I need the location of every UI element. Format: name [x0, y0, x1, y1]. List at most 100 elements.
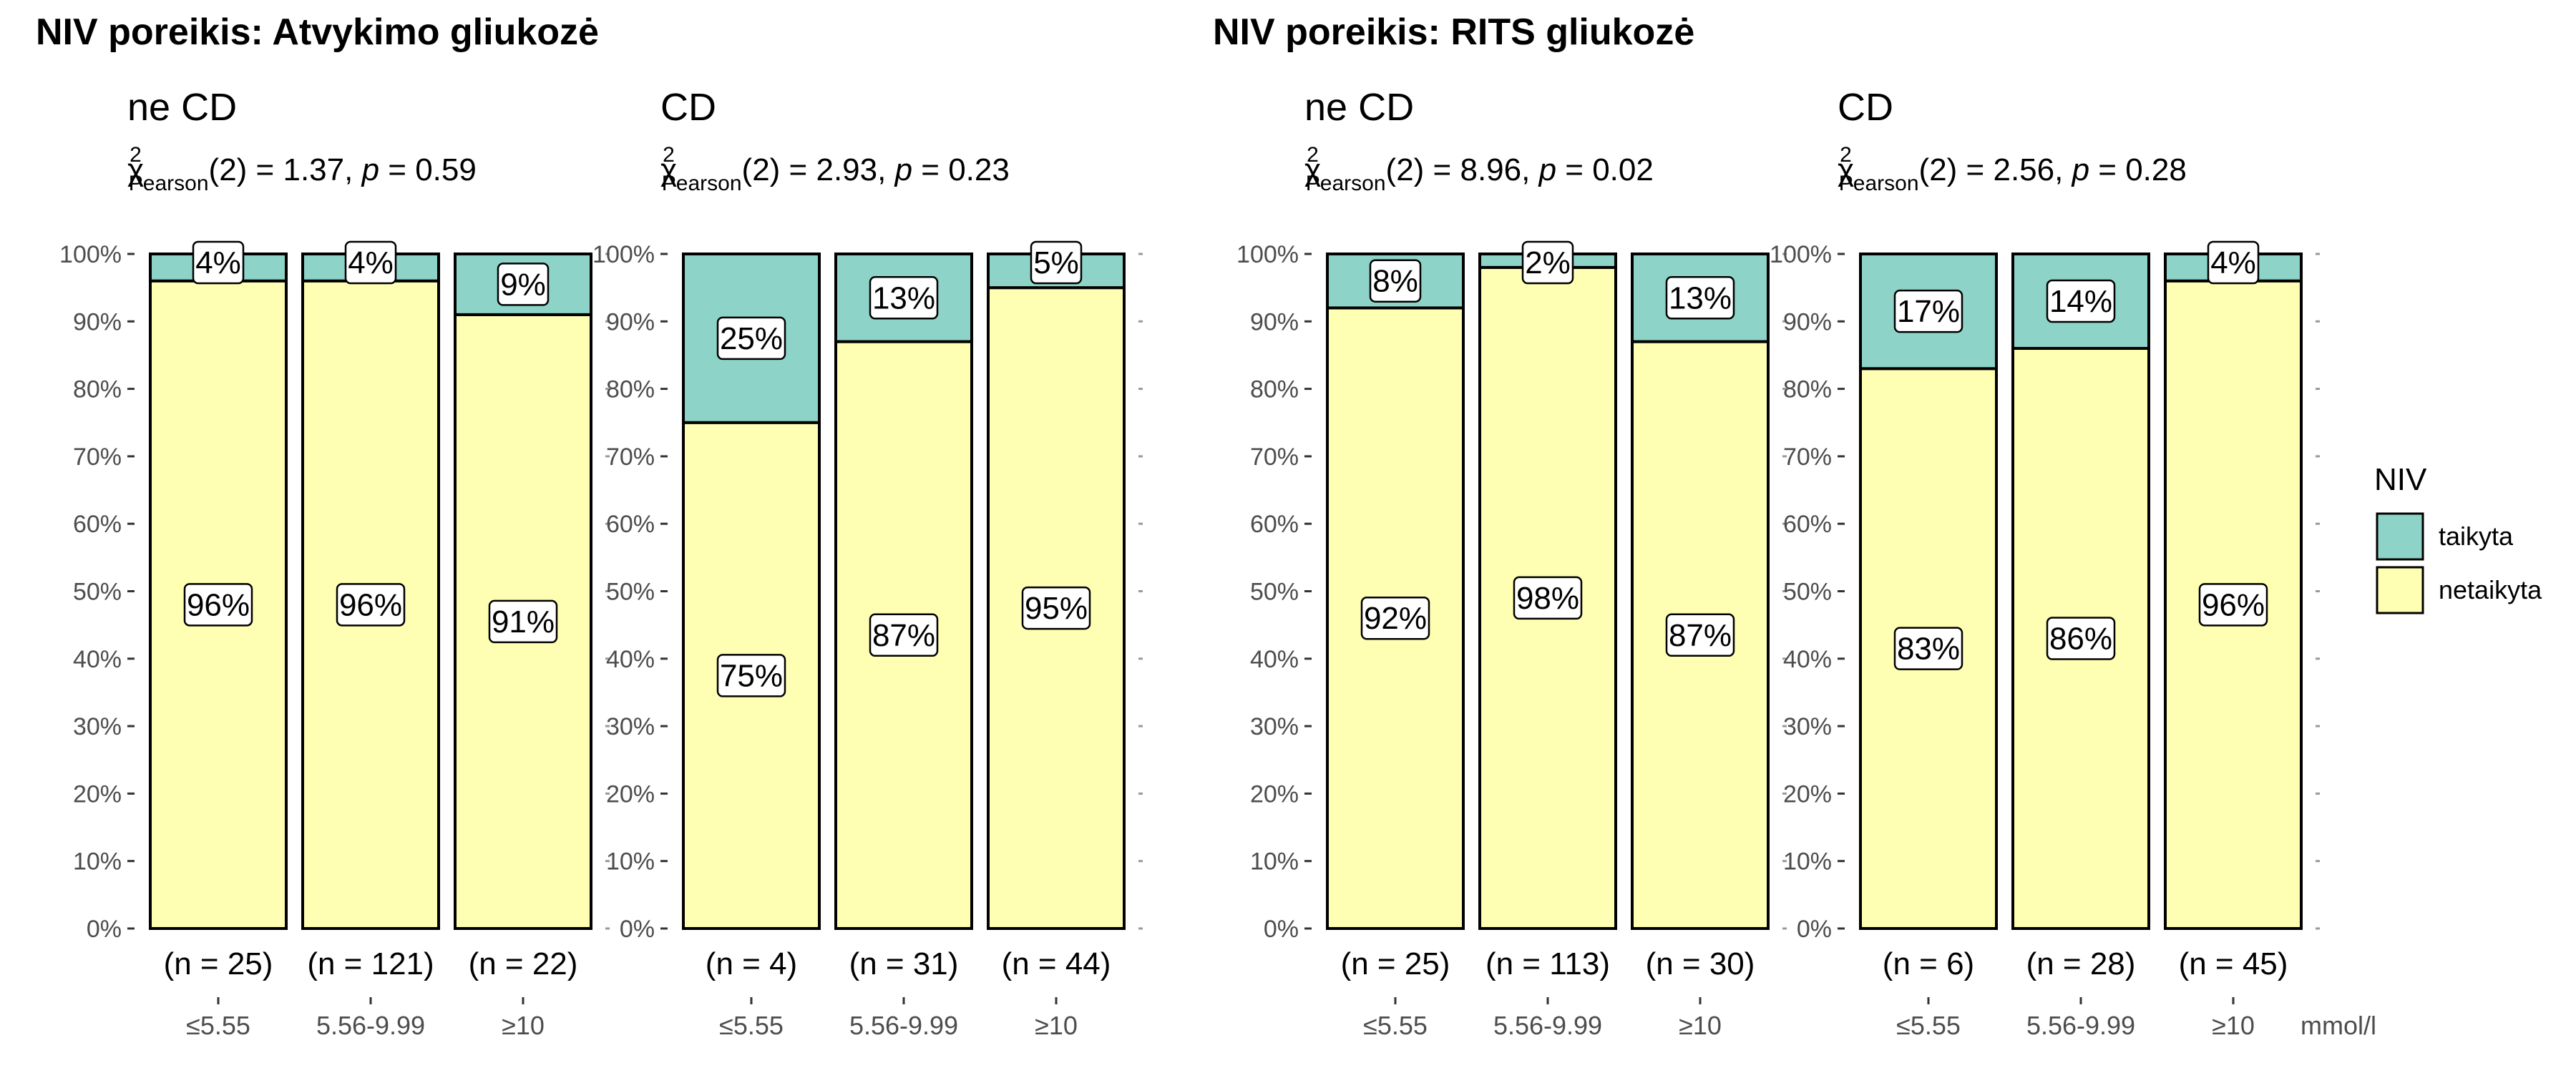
stat-dist: χ — [660, 152, 677, 187]
x-tick-label: 5.56-9.99 — [1493, 1011, 1602, 1040]
legend-swatch — [2376, 512, 2424, 561]
x-tick-label: ≤5.55 — [1363, 1011, 1428, 1040]
x-tick-label: 5.56-9.99 — [2026, 1011, 2135, 1040]
y-tick-label: 90% — [606, 308, 655, 335]
y-tick-label: 0% — [87, 916, 122, 943]
facet-panel: CD χ2 Pearson(2) = 2.56, p = 0.28 0% 10% 20% 3… — [1770, 86, 2320, 1040]
data-label-netaikyta: 83% — [1897, 632, 1960, 667]
n-label: (n = 25) — [1341, 946, 1450, 981]
data-label-netaikyta: 98% — [1516, 581, 1579, 616]
data-label-netaikyta: 91% — [492, 604, 555, 640]
stat-rest: (2) = 2.93, — [742, 152, 895, 187]
x-tick-label: ≥10 — [1035, 1011, 1078, 1040]
stat-sup: 2 — [1307, 143, 1319, 167]
data-label-netaikyta: 75% — [720, 658, 783, 693]
y-tick-label: 100% — [592, 241, 655, 268]
data-label-taikyta-box — [497, 263, 550, 306]
n-label: (n = 30) — [1646, 946, 1755, 981]
data-label-netaikyta: 87% — [872, 618, 935, 653]
y-tick-label: 20% — [1783, 780, 1832, 808]
y-tick-label: 80% — [1783, 376, 1832, 403]
y-tick-label: 90% — [1783, 308, 1832, 335]
facet-panel: CD χ2 Pearson(2) = 2.93, p = 0.23 0% 10% 20% 3… — [592, 86, 1143, 1040]
data-label-taikyta-box — [1030, 240, 1083, 285]
y-tick-label: 40% — [1250, 646, 1299, 673]
facet-panel: ne CD χ2 Pearson(2) = 1.37, p = 0.59 0% 10% 2… — [59, 86, 610, 1040]
data-label-netaikyta: 96% — [339, 587, 402, 622]
stat-p-label: p — [2071, 152, 2089, 187]
n-label: (n = 25) — [164, 946, 273, 981]
y-tick-label: 30% — [606, 713, 655, 740]
y-tick-label: 30% — [73, 713, 122, 740]
data-label-netaikyta: 96% — [187, 587, 250, 622]
data-label-taikyta: 13% — [872, 280, 935, 315]
y-tick-label: 40% — [1783, 646, 1832, 673]
panel-title: CD — [1838, 86, 1893, 129]
x-tick-label: 5.56-9.99 — [316, 1011, 425, 1040]
data-label-taikyta-box — [1369, 259, 1422, 303]
stat-sub: Pearson — [1839, 172, 1919, 195]
n-label: (n = 113) — [1485, 946, 1610, 981]
data-label-netaikyta-box — [1513, 576, 1583, 620]
n-label: (n = 6) — [1883, 946, 1974, 981]
data-label-taikyta: 14% — [2049, 284, 2112, 319]
stat-p-label: p — [361, 152, 379, 187]
data-label-netaikyta-box — [1893, 627, 1963, 670]
x-tick-label: ≥10 — [2212, 1011, 2255, 1040]
y-tick-label: 100% — [1236, 241, 1299, 268]
y-tick-label: 50% — [606, 579, 655, 606]
stat-sub: Pearson — [129, 172, 209, 195]
y-tick-label: 10% — [73, 848, 122, 876]
data-label-taikyta: 8% — [1372, 264, 1418, 299]
y-tick-label: 70% — [1250, 444, 1299, 471]
x-tick-label: ≤5.55 — [719, 1011, 784, 1040]
data-label-netaikyta: 87% — [1669, 618, 1732, 653]
y-tick-label: 0% — [620, 916, 655, 943]
facet-panel: ne CD χ2 Pearson(2) = 8.96, p = 0.02 0% 10% 2… — [1236, 86, 1787, 1040]
stat-sup: 2 — [1840, 143, 1852, 167]
legend: NIV taikyta netaikyta — [2374, 462, 2542, 614]
n-label: (n = 31) — [849, 946, 959, 981]
data-label-netaikyta-box — [488, 599, 558, 644]
y-tick-label: 20% — [1250, 780, 1299, 808]
stat-dist: χ — [1304, 152, 1321, 187]
y-tick-label: 20% — [606, 780, 655, 808]
y-tick-label: 10% — [606, 848, 655, 876]
x-tick-label: 5.56-9.99 — [849, 1011, 958, 1040]
y-tick-label: 80% — [606, 376, 655, 403]
y-tick-label: 0% — [1797, 916, 1832, 943]
data-label-taikyta-box — [716, 316, 786, 361]
data-label-taikyta: 9% — [500, 267, 546, 302]
data-label-taikyta-box — [1893, 289, 1963, 333]
n-label: (n = 22) — [469, 946, 578, 981]
x-unit-label: mmol/l — [2301, 1011, 2376, 1040]
stat-p-label: p — [1538, 152, 1556, 187]
data-label-taikyta-box — [1665, 276, 1735, 320]
data-label-netaikyta-box — [1665, 613, 1735, 657]
y-tick-label: 100% — [59, 241, 122, 268]
n-label: (n = 28) — [2026, 946, 2136, 981]
n-label: (n = 4) — [706, 946, 797, 981]
data-label-netaikyta: 95% — [1025, 591, 1088, 626]
y-tick-label: 60% — [1250, 511, 1299, 538]
y-tick-label: 60% — [1783, 511, 1832, 538]
data-label-taikyta: 2% — [1525, 245, 1571, 280]
group-title: NIV poreikis: RITS gliukozė — [1213, 11, 1694, 53]
y-tick-label: 50% — [1250, 579, 1299, 606]
stat-dist: χ — [1838, 152, 1854, 187]
group-title: NIV poreikis: Atvykimo gliukozė — [36, 11, 599, 53]
data-label-netaikyta-box — [716, 654, 786, 697]
y-tick-label: 70% — [73, 444, 122, 471]
data-label-netaikyta-box — [869, 613, 939, 657]
legend-label-taikyta: taikyta — [2439, 521, 2514, 551]
y-tick-label: 100% — [1770, 241, 1832, 268]
x-tick-label: ≥10 — [1679, 1011, 1722, 1040]
n-label: (n = 45) — [2179, 946, 2288, 981]
data-label-netaikyta: 86% — [2049, 622, 2112, 657]
data-label-netaikyta-box — [2046, 617, 2116, 660]
stat-p-label: p — [894, 152, 912, 187]
stat-rest: (2) = 2.56, — [1919, 152, 2072, 187]
data-label-taikyta-box — [869, 276, 939, 320]
stat-sub: Pearson — [662, 172, 742, 195]
